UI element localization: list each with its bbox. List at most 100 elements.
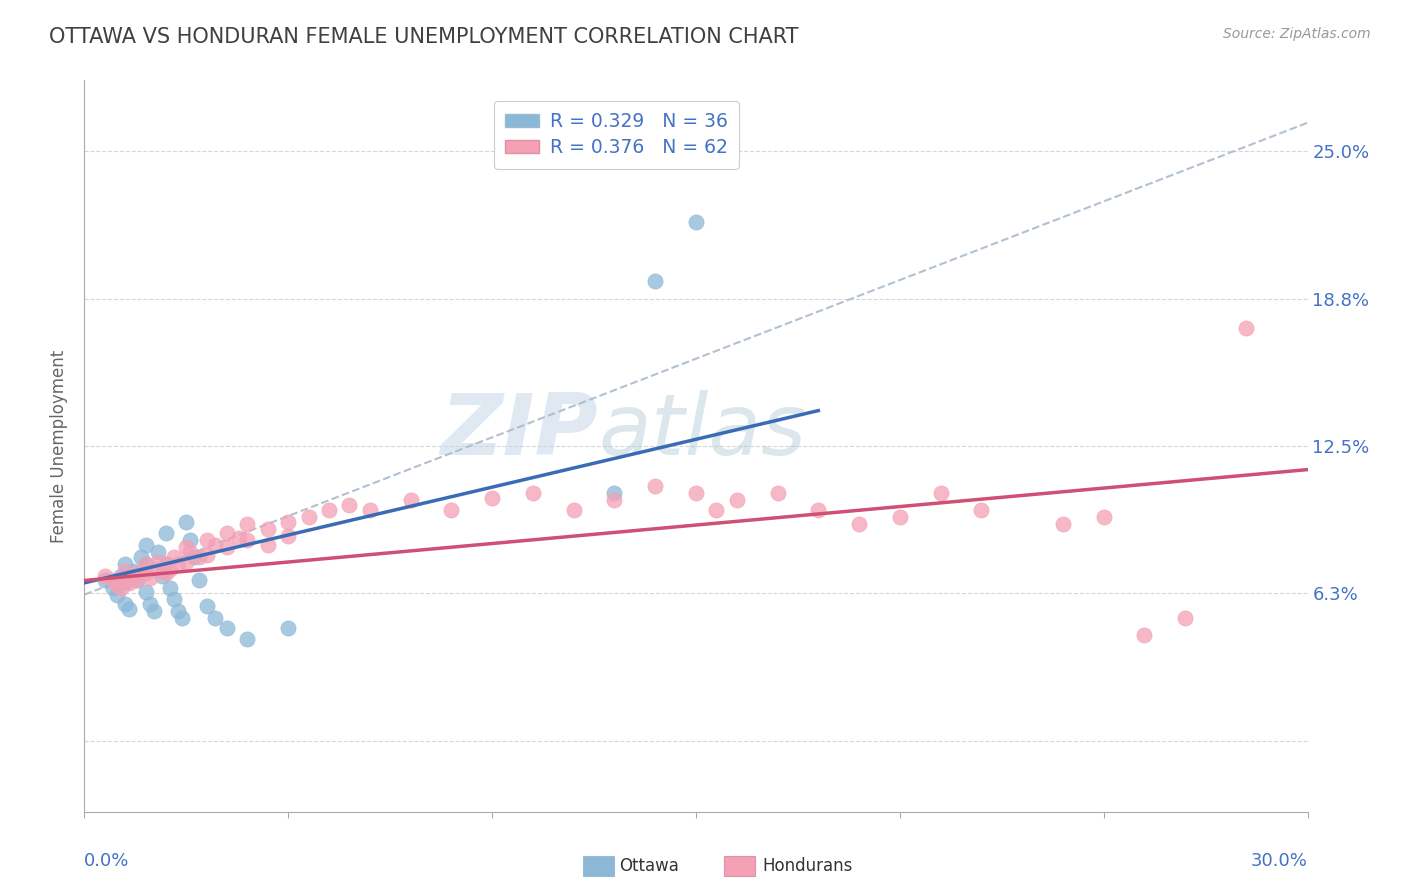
Point [183, 549, 205, 564]
Point [146, 555, 169, 569]
Text: ZIP: ZIP [440, 390, 598, 473]
Text: Ottawa: Ottawa [619, 857, 679, 875]
Point [706, 502, 728, 516]
Point [101, 574, 124, 588]
Point [93, 568, 115, 582]
Point [163, 549, 186, 564]
Point [195, 548, 218, 562]
Point [101, 581, 124, 595]
Point [155, 557, 177, 571]
Point [135, 557, 157, 571]
Point [889, 509, 911, 524]
Point [138, 597, 160, 611]
Point [970, 502, 993, 516]
Point [159, 562, 181, 576]
Point [105, 588, 128, 602]
Point [204, 611, 226, 625]
Point [127, 574, 149, 588]
Point [399, 493, 422, 508]
Point [359, 502, 381, 516]
Point [257, 538, 280, 552]
Point [1133, 628, 1156, 642]
Point [236, 632, 259, 647]
Point [440, 502, 463, 516]
Point [228, 531, 250, 545]
Point [179, 533, 201, 548]
Point [848, 516, 870, 531]
Point [1236, 321, 1258, 335]
Point [110, 568, 132, 582]
Text: Source: ZipAtlas.com: Source: ZipAtlas.com [1223, 27, 1371, 41]
Point [114, 597, 136, 611]
Text: atlas: atlas [598, 390, 806, 473]
Point [644, 479, 666, 493]
Point [277, 529, 299, 543]
Text: Hondurans: Hondurans [762, 857, 852, 875]
Point [138, 571, 160, 585]
Legend: R = 0.329   N = 36, R = 0.376   N = 62: R = 0.329 N = 36, R = 0.376 N = 62 [494, 101, 740, 169]
Point [685, 215, 707, 229]
Point [135, 585, 157, 599]
Point [339, 498, 361, 512]
Point [118, 602, 141, 616]
Point [257, 522, 280, 536]
Point [179, 545, 201, 559]
Text: 30.0%: 30.0% [1251, 852, 1308, 870]
Point [131, 564, 153, 578]
Point [603, 486, 626, 500]
Point [204, 538, 226, 552]
Point [562, 502, 585, 516]
Point [1092, 509, 1115, 524]
Point [217, 526, 239, 541]
Point [298, 509, 321, 524]
Point [150, 564, 173, 578]
Point [187, 549, 209, 564]
Point [217, 541, 239, 555]
Text: OTTAWA VS HONDURAN FEMALE UNEMPLOYMENT CORRELATION CHART: OTTAWA VS HONDURAN FEMALE UNEMPLOYMENT C… [49, 27, 799, 46]
Point [236, 533, 259, 548]
Point [142, 562, 165, 576]
Point [135, 557, 157, 571]
Point [114, 575, 136, 590]
Point [766, 486, 789, 500]
Point [142, 604, 165, 618]
Y-axis label: Female Unemployment: Female Unemployment [51, 350, 69, 542]
Point [118, 575, 141, 590]
Point [174, 515, 197, 529]
Point [725, 493, 748, 508]
Point [105, 578, 128, 592]
Point [135, 538, 157, 552]
Point [318, 502, 340, 516]
Point [146, 545, 169, 559]
Point [155, 566, 177, 581]
Point [155, 526, 177, 541]
Point [114, 571, 136, 585]
Point [236, 516, 259, 531]
Point [110, 581, 132, 595]
Point [195, 599, 218, 614]
Point [481, 491, 503, 505]
Point [217, 621, 239, 635]
Point [163, 592, 186, 607]
Point [155, 557, 177, 571]
Point [603, 493, 626, 508]
Point [174, 555, 197, 569]
Point [644, 274, 666, 288]
Point [159, 581, 181, 595]
Point [807, 502, 830, 516]
Point [195, 533, 218, 548]
Point [929, 486, 952, 500]
Point [187, 574, 209, 588]
Point [127, 574, 149, 588]
Point [685, 486, 707, 500]
Point [114, 564, 136, 578]
Point [114, 557, 136, 571]
Point [1174, 611, 1197, 625]
Point [522, 486, 544, 500]
Point [122, 568, 145, 582]
Point [131, 549, 153, 564]
Point [122, 564, 145, 578]
Point [174, 541, 197, 555]
Point [167, 604, 190, 618]
Text: 0.0%: 0.0% [84, 852, 129, 870]
